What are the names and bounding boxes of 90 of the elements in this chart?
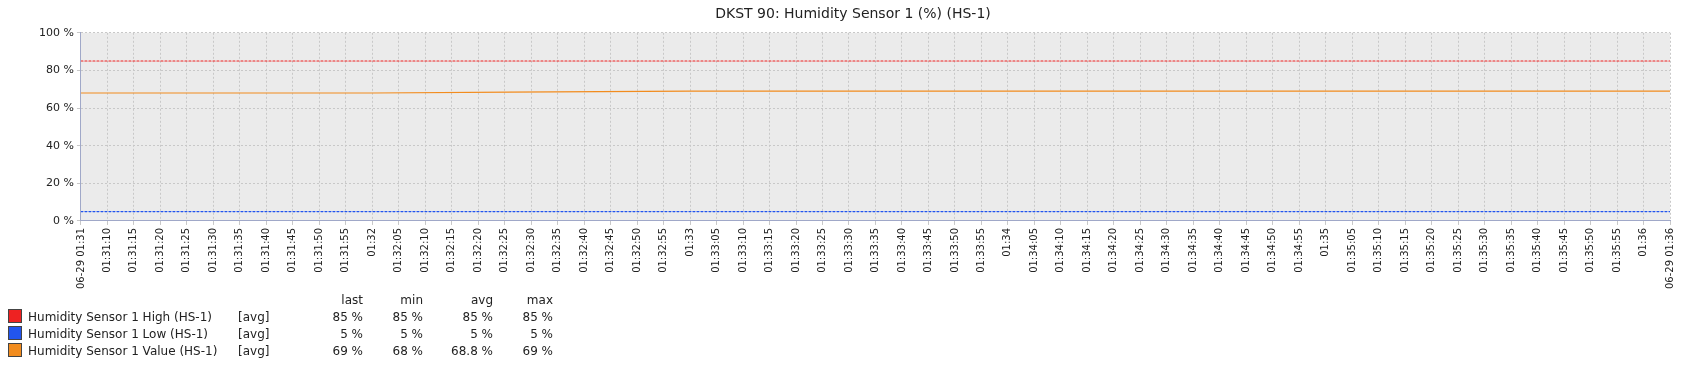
x-tick-label: 01:31:45 <box>286 227 298 273</box>
x-tick-label: 01:35:40 <box>1531 227 1543 273</box>
text: avg <box>469 292 493 309</box>
x-tick-label: 01:35:20 <box>1425 227 1437 273</box>
x-tick-label: 01:35:30 <box>1478 227 1490 273</box>
x-tick-label: 01:32:40 <box>577 227 589 273</box>
x-tick-label: 01:31:30 <box>206 227 218 273</box>
x-tick-label: 01:35:15 <box>1398 227 1410 273</box>
x-tick-label: 01:34:35 <box>1186 227 1198 273</box>
x-tick-label: 01:31:40 <box>259 227 271 273</box>
x-tick-label: 01:34:10 <box>1054 227 1066 273</box>
x-tick-label: 01:31:55 <box>339 227 351 273</box>
text: 5 % <box>339 326 363 343</box>
text: 85 % <box>521 309 553 326</box>
x-tick-label: 01:32:45 <box>604 227 616 273</box>
y-tick-label: 40 % <box>45 138 74 152</box>
x-tick-label: 01:34:05 <box>1027 227 1039 273</box>
x-tick-label: 01:34 <box>1001 227 1013 257</box>
x-tick-label: 01:35:05 <box>1345 227 1357 273</box>
x-tick-label: 01:35:25 <box>1451 227 1463 273</box>
x-tick-label: 01:33 <box>683 227 695 257</box>
x-tick-label: 01:34:30 <box>1160 227 1172 273</box>
text: last <box>340 292 363 309</box>
x-tick-label: 01:31:15 <box>127 227 139 273</box>
x-tick-label: 01:33:05 <box>710 227 722 273</box>
x-tick-label: 01:35:35 <box>1504 227 1516 273</box>
x-tick-label: 01:33:50 <box>948 227 960 273</box>
x-tick-label: 01:35 <box>1319 227 1331 257</box>
y-tick-label: 0 % <box>52 213 74 227</box>
text: [avg] <box>238 309 271 326</box>
x-tick-label: 01:33:20 <box>789 227 801 273</box>
x-tick-label: 01:34:15 <box>1080 227 1092 273</box>
x-tick-label: 01:35:45 <box>1557 227 1569 273</box>
x-tick-label: 01:34:50 <box>1266 227 1278 273</box>
x-tick-label: 01:36 <box>1637 227 1649 257</box>
x-tick-label: 01:33:30 <box>842 227 854 273</box>
legend-label: Humidity Sensor 1 Low (HS-1) <box>27 326 210 343</box>
y-tick-label: 100 % <box>38 25 74 39</box>
x-tick-label: 01:32:35 <box>551 227 563 273</box>
legend-label: Humidity Sensor 1 High (HS-1) <box>27 309 213 326</box>
x-tick-label: 01:32:10 <box>418 227 430 273</box>
x-tick-label: 01:32:25 <box>498 227 510 273</box>
text: 5 % <box>529 326 553 343</box>
x-tick-label: 01:33:35 <box>869 227 881 273</box>
x-tick-label: 01:32:15 <box>445 227 457 273</box>
text: min <box>399 292 423 309</box>
text: 69 % <box>521 343 553 360</box>
text: 5 % <box>469 326 493 343</box>
text: 68.8 % <box>450 343 493 360</box>
chart-title: DKST 90: Humidity Sensor 1 (%) (HS-1) <box>715 5 991 22</box>
x-tick-label: 01:31:20 <box>153 227 165 273</box>
x-tick-label: 01:34:55 <box>1292 227 1304 273</box>
x-tick-label: 01:35:55 <box>1610 227 1622 273</box>
text: 69 % <box>331 343 363 360</box>
x-tick-label: 01:33:25 <box>816 227 828 273</box>
x-tick-label: 01:31:25 <box>180 227 192 273</box>
x-tick-label: 06-29 01:36 <box>1663 227 1675 290</box>
text: max <box>525 292 553 309</box>
text: 68 % <box>391 343 423 360</box>
x-tick-label: 01:34:20 <box>1107 227 1119 273</box>
text: [avg] <box>238 343 271 360</box>
x-tick-label: 01:32:55 <box>657 227 669 273</box>
x-tick-label: 01:32:30 <box>524 227 536 273</box>
x-tick-label: 01:34:25 <box>1133 227 1145 273</box>
x-tick-label: 01:33:15 <box>763 227 775 273</box>
x-tick-label: 01:33:45 <box>922 227 934 273</box>
x-tick-label: 01:31:50 <box>312 227 324 273</box>
text: 5 % <box>399 326 423 343</box>
x-tick-label: 01:33:40 <box>895 227 907 273</box>
x-tick-label: 01:32 <box>365 227 377 257</box>
x-tick-label: 01:32:20 <box>471 227 483 273</box>
text: 85 % <box>461 309 493 326</box>
x-tick-label: 01:31:35 <box>233 227 245 273</box>
x-tick-label: 01:35:10 <box>1372 227 1384 273</box>
x-tick-label: 06-29 01:31 <box>74 227 86 290</box>
x-tick-label: 01:34:40 <box>1213 227 1225 273</box>
x-tick-label: 01:31:10 <box>101 227 113 273</box>
x-tick-label: 01:35:50 <box>1584 227 1596 273</box>
y-tick-label: 80 % <box>45 63 74 77</box>
text: [avg] <box>238 326 271 343</box>
text: 85 % <box>391 309 423 326</box>
x-tick-label: 01:33:10 <box>736 227 748 273</box>
text: 85 % <box>331 309 363 326</box>
x-tick-label: 01:32:50 <box>630 227 642 273</box>
y-tick-label: 20 % <box>45 176 74 190</box>
y-tick-label: 60 % <box>45 100 74 114</box>
x-tick-label: 01:34:45 <box>1239 227 1251 273</box>
x-tick-label: 01:33:55 <box>975 227 986 273</box>
legend-label: Humidity Sensor 1 Value (HS-1) <box>27 343 219 360</box>
x-tick-label: 01:32:05 <box>392 227 404 273</box>
